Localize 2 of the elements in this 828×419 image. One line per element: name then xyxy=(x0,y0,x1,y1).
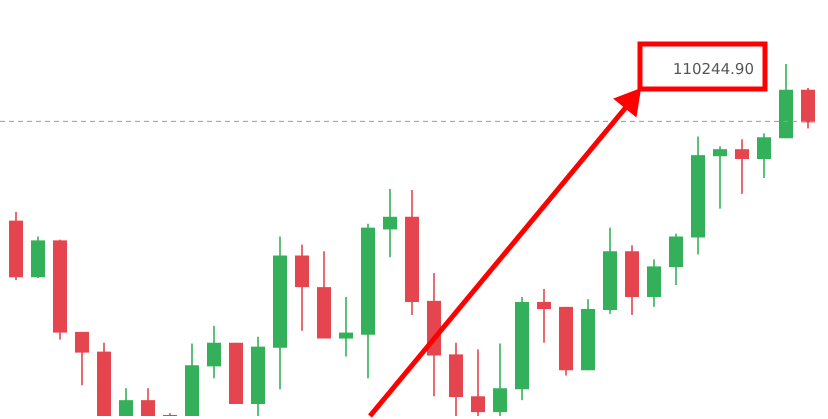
annotation: 110244.90 xyxy=(672,60,754,78)
candlestick xyxy=(229,342,243,405)
